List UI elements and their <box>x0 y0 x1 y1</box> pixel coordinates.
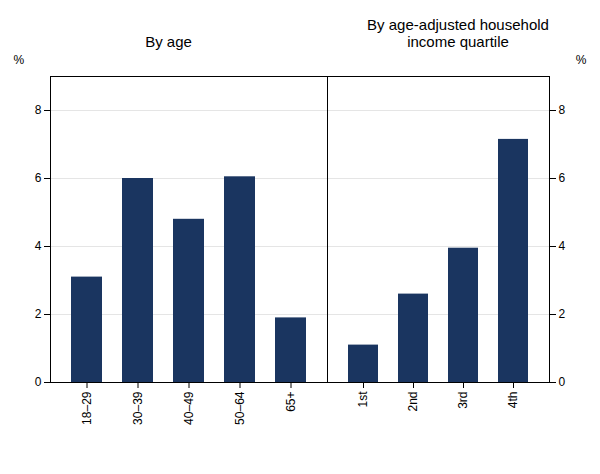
html-text:By age-adjusted household inco: By age-adjusted household income quartil… <box>367 15 549 50</box>
svg-text:50–64: 50–64 <box>233 391 247 425</box>
svg-text:4th: 4th <box>506 392 520 409</box>
svg-text:2: 2 <box>35 307 42 321</box>
svg-text:%: % <box>14 53 25 67</box>
svg-text:18–29: 18–29 <box>80 391 94 425</box>
svg-text:6: 6 <box>559 171 566 185</box>
svg-text:30–39: 30–39 <box>131 391 145 425</box>
html-text:By age: By age <box>145 32 192 50</box>
svg-text:1st: 1st <box>356 391 370 408</box>
svg-text:8: 8 <box>35 103 42 117</box>
svg-text:4: 4 <box>559 239 566 253</box>
svg-text:2nd: 2nd <box>406 392 420 412</box>
svg-text:40–49: 40–49 <box>182 391 196 425</box>
svg-text:0: 0 <box>35 375 42 389</box>
svg-text:0: 0 <box>559 375 566 389</box>
svg-text:8: 8 <box>559 103 566 117</box>
svg-text:3rd: 3rd <box>456 392 470 409</box>
svg-text:65+: 65+ <box>284 392 298 412</box>
svg-text:%: % <box>576 53 587 67</box>
svg-text:4: 4 <box>35 239 42 253</box>
svg-text:6: 6 <box>35 171 42 185</box>
svg-text:2: 2 <box>559 307 566 321</box>
